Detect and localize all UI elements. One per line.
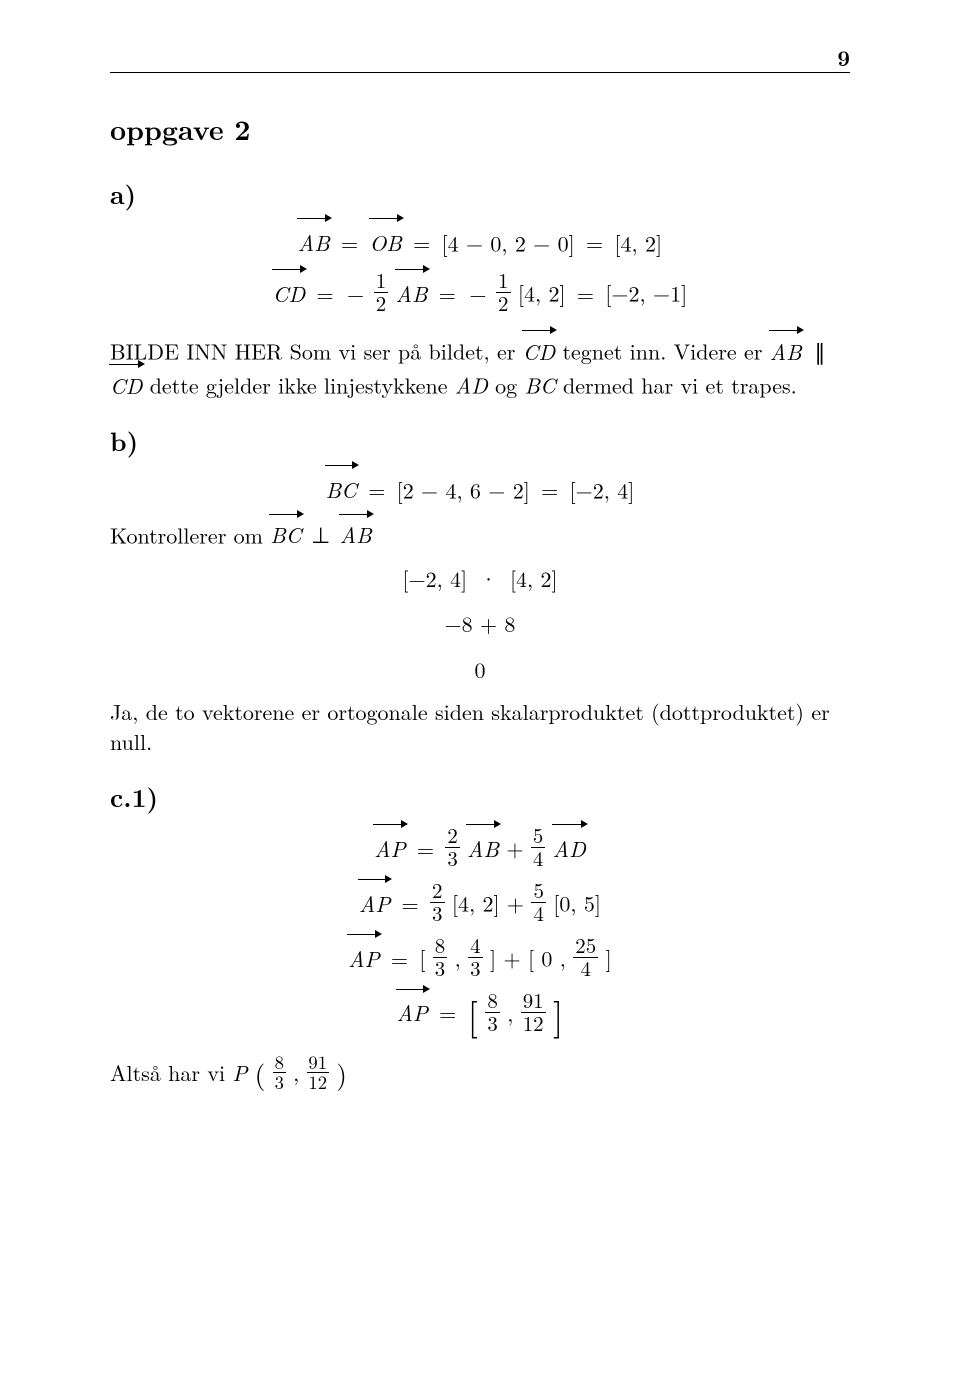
vec-AB-4: AB <box>467 828 499 866</box>
eq-b-sum: −8 + 8 <box>110 606 850 641</box>
part-c1-label: c.1) <box>110 778 850 815</box>
part-b-conclusion: Ja, de to vektorene er ortogonale siden … <box>110 697 850 759</box>
eq-c1-3: AP = [ 83 , 43 ] + [ 0 , 254 ] <box>110 935 850 980</box>
header-rule <box>110 72 850 73</box>
vec-AB-inline: AB <box>770 333 802 367</box>
vec-AD-1: AD <box>553 828 586 866</box>
parallel-symbol: ∥ <box>809 337 827 368</box>
vec-BC: BC <box>326 469 357 507</box>
vec-AB: AB <box>298 222 330 260</box>
vec-CD-inline: CD <box>523 333 555 367</box>
segment-BC: BC <box>524 370 555 401</box>
vec-AB-3: AB <box>340 517 372 551</box>
vec-CD-inline-2: CD <box>110 367 142 401</box>
eq-b-zero: 0 <box>110 652 850 687</box>
point-P: P <box>232 1057 247 1088</box>
page: 9 oppgave 2 a) AB = OB = [4 − 0, 2 − 0] … <box>0 0 960 1399</box>
part-a-label: a) <box>110 175 850 212</box>
eq-c1-4: AP = [ 83 , 9112 ] <box>110 990 850 1035</box>
frac-half-1: 12 <box>374 270 389 315</box>
part-a-equations: AB = OB = [4 − 0, 2 − 0] = [4, 2] CD = −… <box>110 222 850 315</box>
big-bracket-close: ] <box>553 997 563 1031</box>
part-c1-final: Altså har vi P ( 83 , 9112 ) <box>110 1053 850 1093</box>
eq-b-1: BC = [2 − 4, 6 − 2] = [−2, 4] <box>110 469 850 507</box>
vec-AP-3: AP <box>348 937 379 975</box>
paren-close: ) <box>336 1059 347 1087</box>
vec-BC-2: BC <box>270 517 301 551</box>
vec-AP-2: AP <box>359 882 390 920</box>
part-a-text: BILDE INN HER Som vi ser på bildet, er C… <box>110 333 850 401</box>
eq-b-dot: [−2, 4] · [4, 2] <box>110 561 850 596</box>
dot-operator: · <box>474 563 502 594</box>
perp-symbol: ⊥ <box>309 520 333 551</box>
part-c1-equations: AP = 23 AB + 54 AD AP = 23 [4, 2] + 54 [… <box>110 825 850 1035</box>
big-bracket-open: [ <box>468 997 478 1031</box>
vec-OB: OB <box>369 222 401 260</box>
vec-AP-1: AP <box>374 828 405 866</box>
eq-a-2: CD = − 12 AB = − 12 [4, 2] = [−2, −1] <box>110 270 850 315</box>
part-b-label: b) <box>110 422 850 459</box>
vec-CD: CD <box>273 273 305 311</box>
paren-open: ( <box>255 1059 266 1087</box>
vec-AB-2: AB <box>396 273 428 311</box>
vec-AP-4: AP <box>397 992 428 1030</box>
frac-half-2: 12 <box>496 270 511 315</box>
kontroll-line: Kontrollerer om BC ⊥ AB <box>110 517 850 551</box>
page-number: 9 <box>837 42 850 73</box>
eq-c1-1: AP = 23 AB + 54 AD <box>110 825 850 870</box>
segment-AD: AD <box>455 370 488 401</box>
title: oppgave 2 <box>110 109 850 149</box>
eq-a-1: AB = OB = [4 − 0, 2 − 0] = [4, 2] <box>110 222 850 260</box>
eq-c1-2: AP = 23 [4, 2] + 54 [0, 5] <box>110 880 850 925</box>
